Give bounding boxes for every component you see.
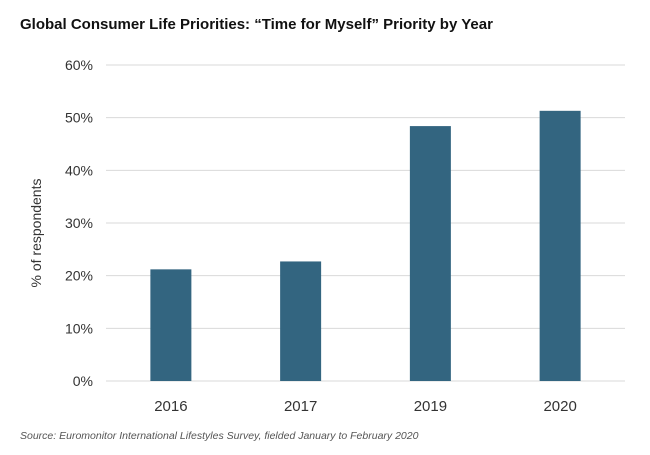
bars <box>150 110 581 382</box>
y-tick-label: 30% <box>65 215 93 231</box>
bar-2017 <box>280 261 322 381</box>
y-tick-label: 60% <box>65 57 93 73</box>
x-tick-label: 2019 <box>414 398 447 415</box>
y-tick-label: 20% <box>65 268 93 284</box>
x-tick-labels: 2016 2017 2019 2020 <box>154 398 577 415</box>
chart-title: Global Consumer Life Priorities: “Time f… <box>20 16 493 33</box>
source-note: Source: Euromonitor International Lifest… <box>20 430 419 442</box>
y-axis-label: % of respondents <box>28 179 44 288</box>
x-tick-label: 2017 <box>284 398 317 415</box>
y-tick-labels: 0% 10% 20% 30% 40% 50% 60% <box>65 57 93 389</box>
bar-2016 <box>150 269 192 381</box>
bar-2020 <box>539 110 581 381</box>
gridlines <box>106 64 625 382</box>
y-tick-label: 10% <box>65 320 93 336</box>
y-tick-label: 50% <box>65 110 93 126</box>
bar-2019 <box>409 126 451 382</box>
y-tick-label: 40% <box>65 162 93 178</box>
x-tick-label: 2020 <box>543 398 576 415</box>
y-tick-label: 0% <box>73 373 93 389</box>
x-tick-label: 2016 <box>154 398 187 415</box>
